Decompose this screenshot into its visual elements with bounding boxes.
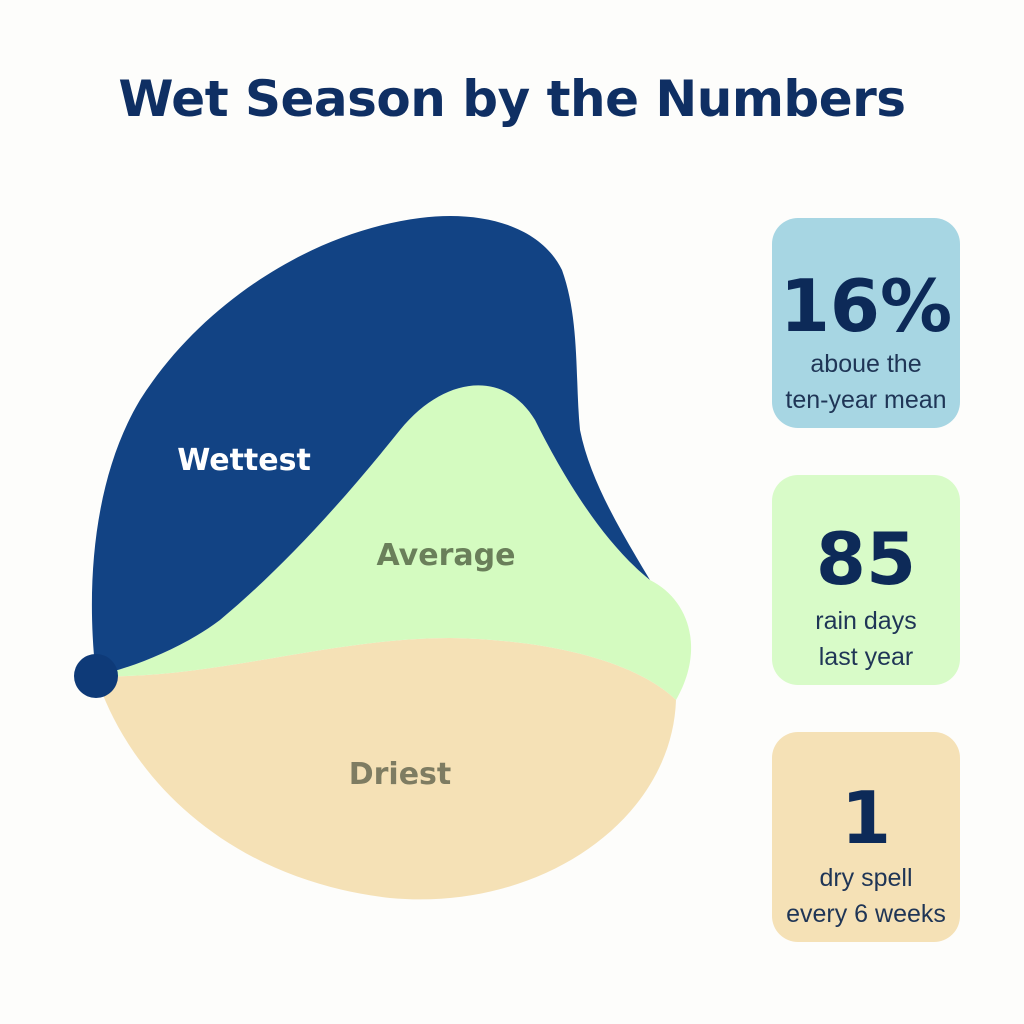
stat-caption: dry spell every 6 weeks <box>772 860 960 932</box>
stat-value: 1 <box>840 776 892 860</box>
stat-caption-line: rain days <box>815 607 917 635</box>
average-region <box>96 385 692 700</box>
stat-caption-line: dry spell <box>819 864 913 892</box>
driest-label: Driest <box>349 757 452 792</box>
stat-caption: rain days last year <box>772 603 960 675</box>
stat-caption-line: aboue the <box>810 350 922 378</box>
stat-value: 85 <box>815 517 917 601</box>
wettest-label: Wettest <box>177 443 311 478</box>
driest-region <box>96 638 676 900</box>
stat-caption-line: every 6 weeks <box>786 900 946 928</box>
page-title: Wet Season by the Numbers <box>118 70 906 128</box>
stat-card-above-mean: 16% aboue the ten-year mean <box>772 218 960 428</box>
anchor-dot <box>74 654 118 698</box>
stat-value: 16% <box>779 264 953 348</box>
stat-card-rain-days: 85 rain days last year <box>772 475 960 685</box>
wettest-region <box>91 215 651 676</box>
stat-caption: aboue the ten-year mean <box>772 346 960 418</box>
stat-card-dry-spell: 1 dry spell every 6 weeks <box>772 732 960 942</box>
average-label: Average <box>377 538 516 573</box>
stat-caption-line: ten-year mean <box>785 386 947 414</box>
stat-caption-line: last year <box>818 643 914 671</box>
